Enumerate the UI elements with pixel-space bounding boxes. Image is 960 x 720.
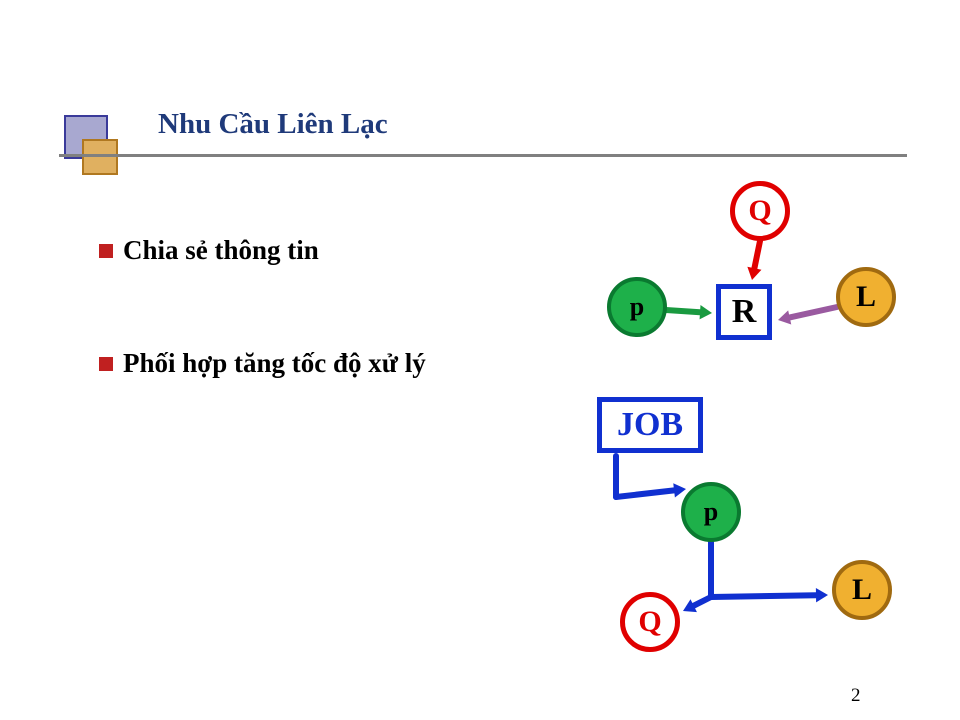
- bullet-text: Phối hợp tăng tốc độ xử lý: [123, 348, 426, 379]
- page-title: Nhu Cầu Liên Lạc: [158, 108, 388, 141]
- bullet-marker: [99, 357, 113, 371]
- node-JOB: JOB: [597, 397, 703, 453]
- node-p: p: [607, 277, 667, 337]
- node-Q: Q: [730, 181, 790, 241]
- node-L: L: [836, 267, 896, 327]
- node-Q2: Q: [620, 592, 680, 652]
- title-underline: [59, 154, 907, 157]
- bullet-marker: [99, 244, 113, 258]
- node-R: R: [716, 284, 772, 340]
- bullet-text: Chia sẻ thông tin: [123, 235, 319, 266]
- node-p2: p: [681, 482, 741, 542]
- node-L2: L: [832, 560, 892, 620]
- page-number: 2: [851, 685, 861, 707]
